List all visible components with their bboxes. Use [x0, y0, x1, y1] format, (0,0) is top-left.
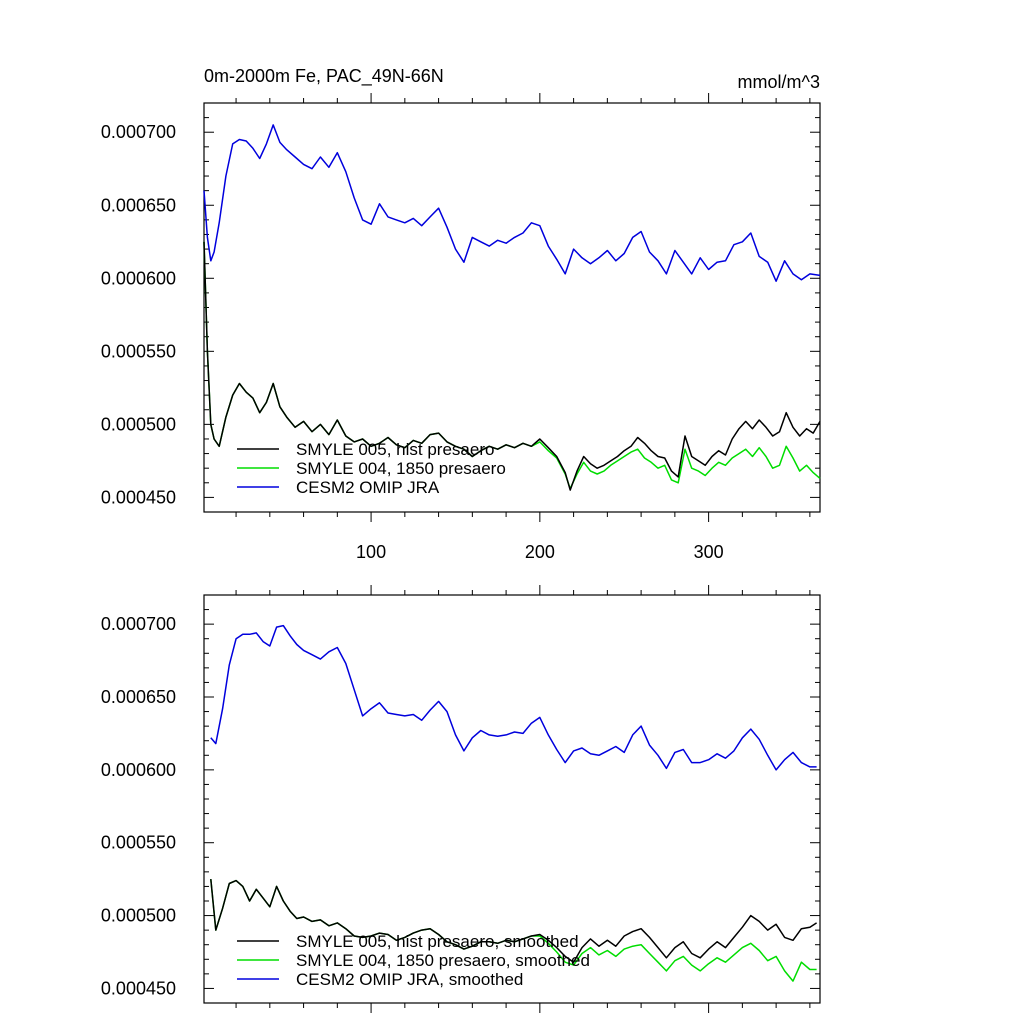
y-tick-label: 0.000700 — [101, 614, 176, 634]
top-panel-title: 0m-2000m Fe, PAC_49N-66N — [204, 66, 444, 87]
x-tick-label: 300 — [694, 542, 724, 562]
series-line — [203, 124, 821, 282]
series-line — [210, 879, 818, 963]
legend-label: SMYLE 005, hist presaero — [296, 440, 494, 459]
y-tick-label: 0.000550 — [101, 341, 176, 361]
y-tick-label: 0.000600 — [101, 760, 176, 780]
series-line — [203, 241, 821, 491]
y-tick-label: 0.000550 — [101, 833, 176, 853]
y-tick-label: 0.000500 — [101, 906, 176, 926]
y-tick-label: 0.000600 — [101, 268, 176, 288]
y-tick-label: 0.000700 — [101, 122, 176, 142]
legend-label: SMYLE 004, 1850 presaero — [296, 459, 506, 478]
legend-label: SMYLE 005, hist presaero, smoothed — [296, 932, 579, 951]
top-panel-units: mmol/m^3 — [738, 72, 820, 92]
legend-label: CESM2 OMIP JRA, smoothed — [296, 970, 523, 989]
series-line — [210, 624, 817, 771]
y-tick-label: 0.000450 — [101, 978, 176, 998]
bottom-panel: 0.000450 0.000500 0.000550 0.000600 0.000650… — [101, 585, 821, 1013]
top-panel: 0m-2000m Fe, PAC_49N-66N mmol/m^3 0.0004… — [101, 66, 821, 562]
legend-label: SMYLE 004, 1850 presaero, smoothed — [296, 951, 590, 970]
x-tick-label: 100 — [356, 542, 386, 562]
y-tick-label: 0.000450 — [101, 487, 176, 507]
y-tick-label: 0.000650 — [101, 687, 176, 707]
x-tick-label: 200 — [525, 542, 555, 562]
y-tick-label: 0.000650 — [101, 195, 176, 215]
legend-label: CESM2 OMIP JRA — [296, 478, 440, 497]
y-tick-label: 0.000500 — [101, 414, 176, 434]
